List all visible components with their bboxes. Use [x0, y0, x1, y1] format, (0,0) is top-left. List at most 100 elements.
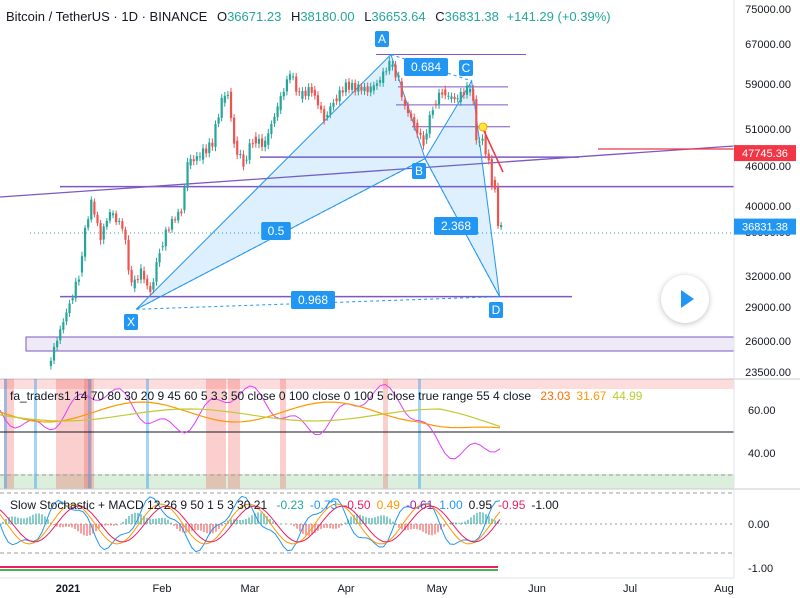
candle-body	[313, 89, 316, 96]
macd-histogram-bar	[20, 518, 22, 524]
macd-histogram-bar	[59, 524, 61, 528]
signal-band-red	[4, 379, 14, 489]
candle-body	[304, 90, 307, 96]
pattern-point-label: C	[462, 61, 471, 75]
candle-body	[211, 142, 214, 147]
pattern-point-label: X	[127, 315, 135, 329]
support-zone	[25, 336, 735, 352]
candle-body	[245, 159, 248, 161]
candle-body	[102, 226, 105, 240]
signal-band-red	[280, 379, 286, 489]
pattern-point-labels: X A B C D	[124, 31, 503, 330]
macd-histogram-bar	[401, 524, 403, 530]
macd-histogram-bar	[407, 524, 409, 531]
macd-histogram-bar	[32, 514, 34, 524]
candle-body	[282, 91, 285, 97]
stoch-d-line	[0, 503, 501, 545]
fa-traders-legend[interactable]: fa_traders1 14 70 80 30 20 9 45 60 5 3 3…	[10, 389, 642, 403]
candle-body	[198, 156, 202, 158]
candle-body	[465, 85, 469, 95]
trend-lines[interactable]	[478, 122, 734, 173]
macd-histogram-bar	[437, 524, 439, 533]
price-tick-label: 23500.00	[745, 367, 791, 379]
candle-body	[329, 106, 332, 115]
macd-histogram-bar	[332, 524, 334, 529]
stoch-macd-value-0: -0.23	[276, 498, 304, 512]
symbol-title[interactable]: Bitcoin / TetherUS · 1D · BINANCE	[6, 9, 208, 24]
macd-histogram-bar	[158, 518, 160, 524]
signal-band-blue	[88, 379, 91, 489]
price-axis[interactable]: 75000.00 67000.00 59000.00 51000.00 46000.00…	[733, 0, 791, 578]
price-tick-label: 29000.00	[745, 302, 791, 314]
diagonal-trend-line	[0, 145, 735, 198]
candle-body	[186, 162, 189, 188]
macd-histogram-bar	[83, 524, 85, 536]
candle-body	[56, 340, 59, 348]
symbol-header: Bitcoin / TetherUS · 1D · BINANCE O36671…	[6, 9, 611, 24]
macd-histogram-bar	[140, 514, 142, 524]
macd-histogram-bar	[290, 524, 292, 525]
candle-body	[323, 109, 326, 122]
macd-histogram-bar	[89, 524, 91, 536]
candle-body	[468, 88, 472, 93]
macd-histogram-bar	[350, 516, 352, 524]
candle-body	[80, 256, 84, 273]
candle-body	[437, 92, 441, 106]
macd-histogram-bar	[14, 516, 16, 524]
candle-body	[385, 71, 388, 73]
candle-body	[416, 122, 419, 134]
candle-body	[183, 187, 186, 211]
main-pane[interactable]: X A B C D 0.5 0.684 2.368 0.968	[0, 31, 735, 370]
stoch-macd-legend[interactable]: Slow Stochastic + MACD 12 26 9 50 1 5 3 …	[10, 498, 559, 512]
macd-histogram-bar	[494, 520, 496, 524]
candle-body	[105, 220, 108, 227]
time-tick-label: Apr	[337, 583, 354, 595]
candle-body	[65, 312, 68, 322]
candle-body	[155, 262, 158, 282]
candle-body	[251, 143, 254, 145]
candle-body	[217, 117, 220, 124]
candle-body	[248, 143, 251, 160]
play-button[interactable]	[661, 275, 709, 323]
candle-body	[149, 286, 152, 293]
candle-body	[369, 86, 372, 93]
macd-histogram-bar	[344, 522, 346, 524]
candle-body	[195, 156, 198, 161]
macd-histogram-bar	[266, 516, 268, 524]
pattern-point-badge	[489, 302, 503, 318]
macd-histogram-bar	[380, 515, 382, 524]
candle-body	[108, 212, 112, 221]
macd-histogram-bar	[248, 517, 250, 524]
signal-band-red	[84, 379, 92, 489]
time-tick-label: Jun	[528, 583, 546, 595]
macd-histogram-bar	[131, 513, 133, 524]
candle-body	[152, 282, 155, 290]
candle-body	[375, 83, 379, 86]
macd-histogram-bar	[197, 524, 199, 531]
macd-histogram-bar	[473, 514, 475, 524]
macd-histogram-bar	[92, 524, 94, 534]
ratio-label: 0.684	[411, 60, 441, 74]
stoch-macd-value-4: -0.61	[405, 498, 434, 512]
ratio-badge	[404, 58, 448, 76]
candle-body	[472, 88, 475, 101]
time-axis[interactable]: 2021 Feb Mar Apr May Jun Jul Aug	[0, 577, 734, 595]
macd-histogram-bar	[455, 522, 457, 524]
macd-histogram-bar	[122, 521, 124, 524]
macd-histogram-bar	[161, 517, 163, 524]
macd-histogram-bar	[80, 524, 82, 534]
candle-body	[403, 99, 406, 106]
macd-histogram-bar	[26, 517, 28, 524]
macd-histogram-bar	[77, 524, 79, 532]
low-label: L	[364, 9, 372, 24]
candle-body	[118, 220, 121, 222]
macd-histogram-bar	[203, 524, 205, 532]
candle-body	[406, 105, 410, 114]
macd-histogram-bar	[464, 521, 466, 524]
price-badge	[734, 145, 796, 162]
candle-body	[341, 90, 344, 93]
candle-body	[388, 60, 391, 71]
macd-histogram-bar	[35, 513, 37, 524]
candle-body	[434, 103, 438, 105]
